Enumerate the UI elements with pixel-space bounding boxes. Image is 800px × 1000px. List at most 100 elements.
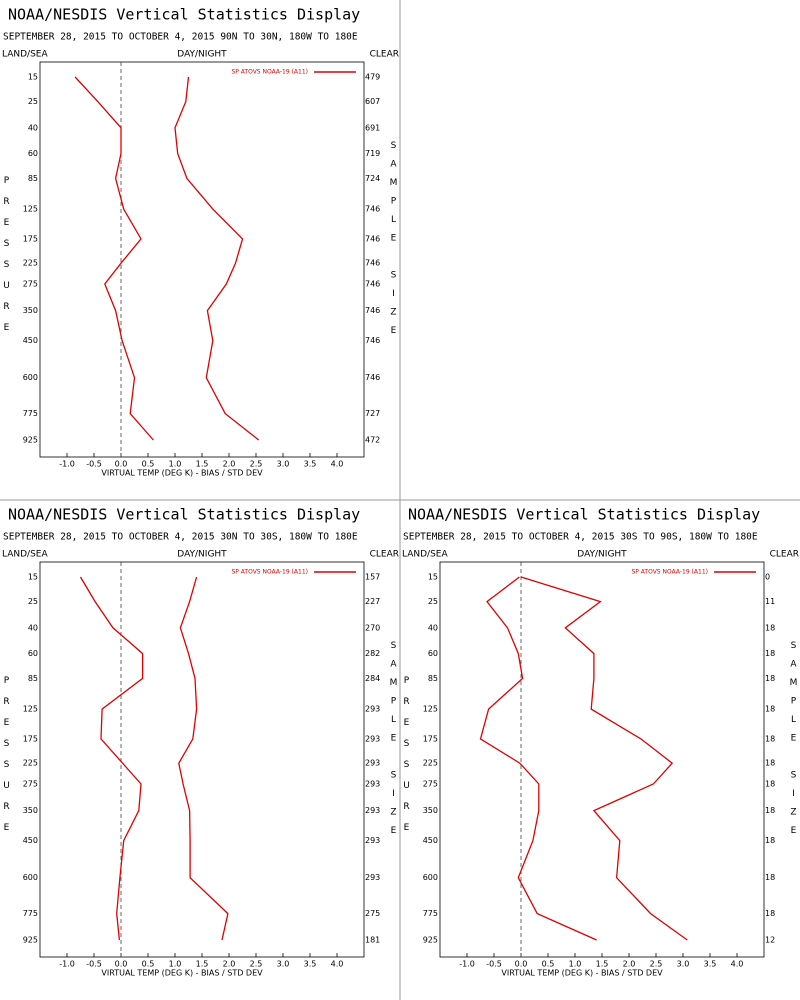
x-tick-label: 1.0: [169, 460, 182, 469]
legend-label: SP ATOVS NOAA-19 (A11): [631, 569, 708, 576]
sample-size-label: 181: [365, 936, 380, 945]
x-tick-label: 4.0: [331, 460, 344, 469]
y-tick-label: 275: [23, 279, 38, 288]
right-header: CLEAR: [770, 550, 799, 560]
std-dev-line: [178, 576, 229, 941]
legend-label: SP ATOVS NOAA-19 (A11): [231, 69, 308, 76]
sample-size-label: 11: [765, 597, 775, 606]
x-tick-label: 2.0: [223, 460, 236, 469]
sample-size-label: 18: [765, 909, 775, 918]
y-tick-label: 85: [428, 674, 438, 683]
chart-subtitle: SEPTEMBER 28, 2015 TO OCTOBER 4, 2015 90…: [3, 32, 358, 43]
bias-line: [79, 576, 144, 941]
y-tick-label: 925: [23, 436, 38, 445]
bias-line: [74, 76, 154, 441]
sample-size-label: 727: [365, 409, 380, 418]
x-tick-label: 1.0: [169, 960, 182, 969]
x-tick-label: 2.0: [623, 960, 636, 969]
left-header: LAND/SEA: [2, 550, 48, 560]
sample-size-label: 746: [365, 306, 380, 315]
x-tick-label: -1.0: [459, 960, 475, 969]
y-tick-label: 925: [23, 936, 38, 945]
x-tick-label: 2.5: [250, 460, 263, 469]
y-tick-label: 25: [428, 597, 438, 606]
sample-size-label: 18: [765, 836, 775, 845]
x-tick-label: -0.5: [86, 960, 102, 969]
x-tick-label: 3.0: [277, 960, 290, 969]
sample-size-label: 293: [365, 806, 380, 815]
y-tick-label: 25: [28, 97, 38, 106]
sample-size-label: 157: [365, 573, 380, 582]
sample-size-label: 18: [765, 873, 775, 882]
sample-size-label: 18: [765, 759, 775, 768]
sample-size-label: 18: [765, 674, 775, 683]
x-tick-label: -0.5: [86, 460, 102, 469]
y-tick-label: 40: [28, 623, 38, 632]
y-tick-label: 775: [423, 909, 438, 918]
y-tick-label: 225: [423, 759, 438, 768]
y-tick-label: 600: [23, 373, 38, 382]
panel: NOAA/NESDIS Vertical Statistics Display S…: [2, 6, 400, 478]
y-tick-label: 60: [428, 649, 438, 658]
left-header: LAND/SEA: [2, 50, 48, 60]
sample-size-label: 18: [765, 734, 775, 743]
x-tick-label: 1.5: [196, 460, 209, 469]
x-tick-label: 3.0: [677, 960, 690, 969]
y-tick-label: 40: [428, 623, 438, 632]
sample-size-label: 293: [365, 779, 380, 788]
y-tick-label: 450: [423, 836, 438, 845]
panel: NOAA/NESDIS Vertical Statistics Display S…: [402, 506, 800, 978]
y-tick-label: 925: [423, 936, 438, 945]
bias-line: [479, 576, 597, 941]
y-tick-label: 15: [28, 73, 38, 82]
center-header: DAY/NIGHT: [177, 550, 227, 560]
y-tick-label: 60: [28, 649, 38, 658]
x-tick-label: 0.0: [115, 460, 128, 469]
chart-title: NOAA/NESDIS Vertical Statistics Display: [408, 506, 760, 524]
y-tick-label: 775: [23, 409, 38, 418]
x-tick-label: 1.5: [196, 960, 209, 969]
center-header: DAY/NIGHT: [577, 550, 627, 560]
sample-size-label: 293: [365, 759, 380, 768]
chart-title: NOAA/NESDIS Vertical Statistics Display: [8, 506, 360, 524]
x-tick-label: 3.5: [304, 460, 317, 469]
sample-size-label: 746: [365, 259, 380, 268]
sample-size-label: 18: [765, 623, 775, 632]
left-header: LAND/SEA: [402, 550, 448, 560]
sample-size-label: 293: [365, 705, 380, 714]
std-dev-line: [174, 76, 260, 441]
y-tick-label: 125: [423, 705, 438, 714]
x-axis-label: VIRTUAL TEMP (DEG K) - BIAS / STD DEV: [501, 969, 663, 978]
sample-size-label: 293: [365, 873, 380, 882]
sample-size-label: 746: [365, 279, 380, 288]
x-tick-label: 0.5: [142, 460, 155, 469]
sample-size-label: 12: [765, 936, 775, 945]
y-tick-label: 125: [23, 205, 38, 214]
y-tick-label: 225: [23, 259, 38, 268]
x-tick-label: 3.5: [304, 960, 317, 969]
y-tick-label: 175: [423, 734, 438, 743]
y-tick-label: 175: [23, 234, 38, 243]
chart-subtitle: SEPTEMBER 28, 2015 TO OCTOBER 4, 2015 30…: [403, 532, 758, 543]
y-tick-label: 350: [23, 806, 38, 815]
y2-axis-label: SAMPLE SIZE: [389, 141, 399, 345]
y-tick-label: 600: [23, 873, 38, 882]
sample-size-label: 293: [365, 734, 380, 743]
sample-size-label: 746: [365, 373, 380, 382]
panel: NOAA/NESDIS Vertical Statistics Display S…: [2, 506, 400, 978]
x-tick-label: 3.5: [704, 960, 717, 969]
sample-size-label: 607: [365, 97, 380, 106]
x-tick-label: 2.0: [223, 960, 236, 969]
y-tick-label: 25: [28, 597, 38, 606]
y-tick-label: 125: [23, 705, 38, 714]
sample-size-label: 18: [765, 779, 775, 788]
x-tick-label: 3.0: [277, 460, 290, 469]
y-tick-label: 15: [28, 573, 38, 582]
x-tick-label: 4.0: [331, 960, 344, 969]
y-tick-label: 775: [23, 909, 38, 918]
sample-size-label: 270: [365, 623, 380, 632]
x-tick-label: -0.5: [486, 960, 502, 969]
std-dev-line: [520, 576, 688, 941]
sample-size-label: 0: [765, 573, 770, 582]
